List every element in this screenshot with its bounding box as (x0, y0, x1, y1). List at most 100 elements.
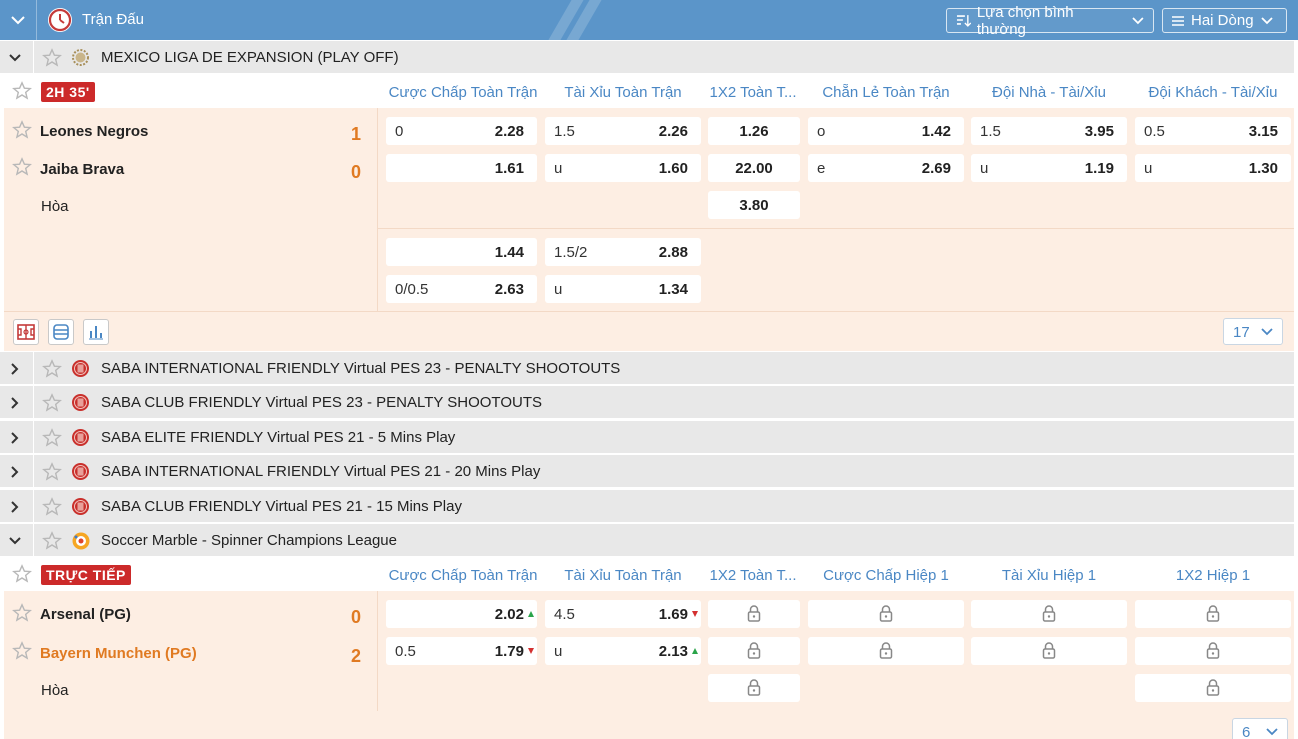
favorite-star-icon[interactable] (42, 531, 62, 551)
league-row-expanded[interactable]: Soccer Marble - Spinner Champions League (0, 524, 1294, 557)
lock-icon (1042, 605, 1056, 622)
odds-down-arrow-icon (692, 611, 698, 617)
league-name: SABA INTERNATIONAL FRIENDLY Virtual PES … (101, 360, 621, 377)
odds-up-arrow-icon (692, 648, 698, 654)
favorite-star-icon[interactable] (12, 81, 32, 101)
chevron-right-icon[interactable] (6, 498, 24, 516)
saba-league-icon (71, 428, 90, 447)
column-header: Cược Chấp Hiệp 1 (823, 567, 949, 584)
chevron-down-icon[interactable] (6, 532, 24, 550)
collapse-all-chevron-icon[interactable] (8, 10, 28, 30)
column-header: Tài Xỉu Toàn Trận (564, 84, 682, 101)
locked-odds-cell (1135, 637, 1291, 665)
chevron-right-icon[interactable] (6, 429, 24, 447)
bar-chart-icon (89, 326, 103, 340)
statistics-button[interactable] (83, 319, 109, 345)
lock-icon (1042, 642, 1056, 659)
locked-odds-cell (708, 637, 800, 665)
odds-cell[interactable]: 1.26 (708, 117, 800, 145)
chevron-right-icon[interactable] (6, 394, 24, 412)
more-bets-count: 17 (1233, 324, 1250, 341)
favorite-star-icon[interactable] (42, 393, 62, 413)
stats-list-icon (53, 324, 69, 340)
chevron-right-icon[interactable] (6, 360, 24, 378)
match-panel: TRỰC TIẾP Cược Chấp Toàn Trận Tài Xỉu To… (4, 558, 1294, 711)
league-name: MEXICO LIGA DE EXPANSION (PLAY OFF) (101, 49, 399, 66)
favorite-star-icon[interactable] (12, 641, 32, 661)
odds-cell[interactable]: 4.5 1.69 (545, 600, 701, 628)
lock-icon (879, 642, 893, 659)
odds-cell[interactable]: 0/0.5 2.63 (386, 275, 537, 303)
locked-odds-cell (708, 600, 800, 628)
favorite-star-icon[interactable] (12, 120, 32, 140)
league-name: Soccer Marble - Spinner Champions League (101, 532, 397, 549)
odds-cell[interactable]: 0.5 1.79 (386, 637, 537, 665)
more-bets-button[interactable]: 6 (1232, 718, 1288, 739)
odds-cell[interactable]: 3.80 (708, 191, 800, 219)
favorite-star-icon[interactable] (42, 428, 62, 448)
favorite-star-icon[interactable] (12, 603, 32, 623)
field-view-button[interactable] (13, 319, 39, 345)
away-score: 2 (351, 646, 362, 666)
chevron-down-icon (1260, 16, 1273, 24)
view-label: Hai Dòng (1191, 12, 1254, 29)
column-header: 1X2 Hiệp 1 (1175, 567, 1251, 584)
live-time-badge: 2H 35' (41, 82, 95, 102)
odds-cell[interactable]: o 1.42 (808, 117, 964, 145)
sort-dropdown[interactable]: Lựa chọn bình thường (946, 4, 1154, 38)
draw-label: Hòa (41, 682, 69, 699)
view-dropdown[interactable]: Hai Dòng (1162, 8, 1287, 33)
column-header: Chẵn Lẻ Toàn Trận (822, 84, 950, 101)
odds-cell[interactable]: 1.61 (386, 154, 537, 182)
odds-cell[interactable]: e 2.69 (808, 154, 964, 182)
live-badge: TRỰC TIẾP (41, 565, 131, 585)
column-header: Đội Khách - Tài/Xỉu (1148, 84, 1278, 101)
odds-up-arrow-icon (528, 611, 534, 617)
odds-cell[interactable]: u 1.30 (1135, 154, 1291, 182)
odds-cell[interactable]: u 2.13 (545, 637, 701, 665)
league-name: SABA ELITE FRIENDLY Virtual PES 21 - 5 M… (101, 429, 456, 446)
chevron-down-icon[interactable] (6, 49, 24, 67)
odds-cell[interactable]: 1.5 2.26 (545, 117, 701, 145)
odds-cell[interactable]: u 1.19 (971, 154, 1127, 182)
odds-cell[interactable]: 1.5 3.95 (971, 117, 1127, 145)
odds-cell[interactable]: 0.5 3.15 (1135, 117, 1291, 145)
sort-label: Lựa chọn bình thường (976, 3, 1074, 38)
odds-cell[interactable]: u 1.60 (545, 154, 701, 182)
league-row-expanded[interactable]: MEXICO LIGA DE EXPANSION (PLAY OFF) (0, 41, 1294, 74)
favorite-star-icon[interactable] (42, 359, 62, 379)
more-bets-button[interactable]: 17 (1223, 318, 1283, 345)
saba-league-icon (71, 462, 90, 481)
league-row-collapsed[interactable]: SABA CLUB FRIENDLY Virtual PES 23 - PENA… (0, 386, 1294, 419)
column-header: Tài Xỉu Hiệp 1 (1001, 567, 1097, 584)
odds-cell[interactable]: u 1.34 (545, 275, 701, 303)
odds-cell[interactable]: 1.5/2 2.88 (545, 238, 701, 266)
lock-icon (1206, 642, 1220, 659)
favorite-star-icon[interactable] (42, 497, 62, 517)
column-header: 1X2 Toàn T... (709, 84, 797, 101)
favorite-star-icon[interactable] (12, 157, 32, 177)
favorite-star-icon[interactable] (42, 48, 62, 68)
odds-cell[interactable]: 22.00 (708, 154, 800, 182)
scoreboard-button[interactable] (48, 319, 74, 345)
locked-odds-cell (971, 600, 1127, 628)
saba-league-icon (71, 359, 90, 378)
chevron-right-icon[interactable] (6, 463, 24, 481)
column-header: Tài Xỉu Toàn Trận (564, 567, 682, 584)
league-name: SABA CLUB FRIENDLY Virtual PES 23 - PENA… (101, 394, 542, 411)
favorite-star-icon[interactable] (12, 564, 32, 584)
favorite-star-icon[interactable] (42, 462, 62, 482)
league-row-collapsed[interactable]: SABA CLUB FRIENDLY Virtual PES 21 - 15 M… (0, 490, 1294, 523)
chevron-down-icon (1261, 328, 1273, 336)
locked-odds-cell (971, 637, 1127, 665)
league-row-collapsed[interactable]: SABA ELITE FRIENDLY Virtual PES 21 - 5 M… (0, 421, 1294, 454)
odds-cell[interactable]: 2.02 (386, 600, 537, 628)
column-header: Cược Chấp Toàn Trận (388, 84, 538, 101)
league-name: SABA CLUB FRIENDLY Virtual PES 21 - 15 M… (101, 498, 462, 515)
league-row-collapsed[interactable]: SABA INTERNATIONAL FRIENDLY Virtual PES … (0, 352, 1294, 385)
list-icon (1172, 15, 1184, 26)
odds-cell[interactable]: 1.44 (386, 238, 537, 266)
odds-cell[interactable]: 0 2.28 (386, 117, 537, 145)
league-row-collapsed[interactable]: SABA INTERNATIONAL FRIENDLY Virtual PES … (0, 455, 1294, 488)
more-bets-count: 6 (1242, 724, 1251, 739)
